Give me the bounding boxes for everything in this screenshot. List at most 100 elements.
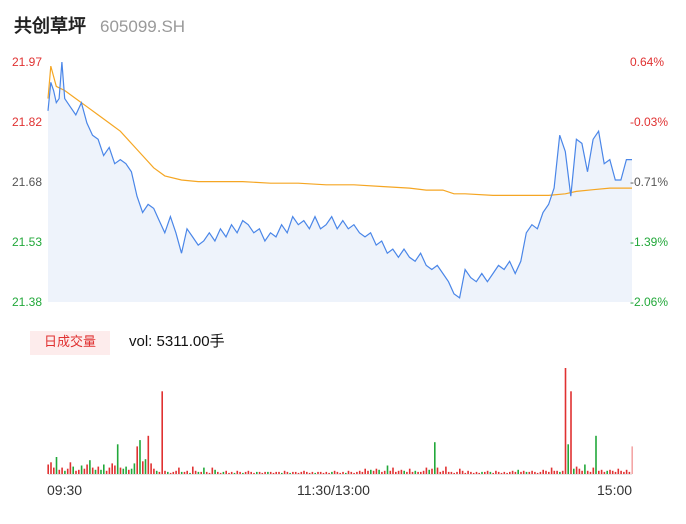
- volume-bar: [103, 464, 105, 474]
- volume-bar: [64, 470, 66, 474]
- volume-bar: [522, 470, 525, 474]
- volume-bar: [297, 472, 300, 474]
- volume-readout: vol: 5311.00手: [129, 333, 225, 350]
- volume-bar: [484, 471, 486, 474]
- stock-name: 共创草坪: [14, 16, 86, 37]
- volume-bar: [47, 464, 49, 474]
- volume-bar: [406, 471, 408, 474]
- volume-bar: [600, 469, 603, 474]
- volume-bar: [609, 469, 611, 474]
- volume-bar: [589, 471, 592, 474]
- volume-bar: [58, 469, 61, 474]
- volume-bar: [472, 472, 475, 474]
- volume-bar: [428, 469, 430, 474]
- volume-bar: [242, 472, 244, 474]
- volume-bar: [561, 470, 564, 474]
- volume-bar: [495, 470, 497, 474]
- volume-bar: [353, 472, 355, 474]
- volume-bar: [614, 471, 617, 474]
- volume-bar: [411, 471, 414, 474]
- volume-bar: [564, 368, 567, 474]
- volume-bar: [520, 471, 522, 474]
- volume-bar: [445, 466, 447, 474]
- volume-bar: [61, 467, 63, 474]
- volume-bar: [75, 470, 77, 474]
- volume-bar: [72, 466, 74, 474]
- volume-bar: [361, 471, 364, 474]
- volume-bar: [556, 470, 558, 474]
- volume-bar: [400, 469, 403, 474]
- volume-bar: [322, 472, 325, 474]
- volume-bar: [503, 471, 506, 474]
- volume-bar: [333, 470, 336, 474]
- volume-bar: [180, 471, 183, 474]
- volume-bar: [300, 471, 303, 474]
- y-left-tick-3: 21.68: [12, 175, 43, 189]
- volume-bar: [119, 467, 122, 474]
- volume-bar: [331, 471, 333, 474]
- volume-bar: [431, 468, 433, 474]
- volume-bar: [548, 471, 550, 474]
- volume-bar: [595, 435, 597, 474]
- volume-bar: [464, 472, 467, 474]
- volume-bar: [244, 471, 247, 474]
- volume-bar: [553, 470, 556, 474]
- y-left-tick-1: 21.97: [12, 55, 43, 69]
- y-left-tick-2: 21.82: [12, 115, 43, 129]
- volume-bar: [497, 471, 500, 474]
- volume-bar: [434, 442, 436, 474]
- volume-bar: [294, 471, 297, 474]
- volume-bar: [125, 466, 127, 474]
- volume-bar: [578, 468, 581, 474]
- volume-bar: [161, 391, 163, 474]
- volume-bar: [342, 471, 344, 474]
- volume-bar: [142, 461, 144, 474]
- volume-bar: [383, 470, 386, 474]
- volume-bar: [436, 467, 439, 474]
- volume-bar: [525, 471, 528, 474]
- y-right-tick-1: 0.64%: [630, 55, 665, 69]
- volume-bar: [208, 472, 211, 474]
- volume-bar: [478, 472, 480, 474]
- volume-bar: [461, 470, 464, 474]
- volume-bar: [128, 469, 130, 474]
- volume-bar: [116, 444, 119, 474]
- volume-bar: [347, 470, 350, 474]
- volume-bar: [467, 470, 469, 474]
- volume-bar: [378, 469, 380, 474]
- volume-bar: [267, 471, 269, 474]
- y-left-tick-4: 21.53: [12, 235, 43, 249]
- volume-bar: [153, 468, 155, 474]
- volume-bar: [606, 470, 608, 474]
- volume-bar: [422, 470, 425, 474]
- volume-bar: [178, 467, 180, 474]
- volume-bar: [205, 471, 208, 474]
- volume-bar: [631, 446, 633, 474]
- volume-bars: [47, 368, 633, 475]
- volume-bar: [158, 471, 161, 474]
- volume-bar: [256, 471, 258, 474]
- volume-bar: [319, 471, 322, 474]
- volume-bar: [336, 471, 339, 474]
- stock-code: 605099.SH: [100, 17, 186, 36]
- volume-bar: [325, 471, 328, 474]
- volume-bar: [425, 467, 428, 474]
- volume-bar: [550, 467, 553, 474]
- volume-bar: [89, 460, 91, 474]
- volume-bar: [189, 472, 191, 474]
- volume-bar: [364, 468, 366, 474]
- volume-bar: [542, 469, 544, 474]
- volume-bar: [303, 470, 305, 474]
- volume-bar: [372, 470, 375, 474]
- volume-bar: [397, 470, 400, 474]
- volume-bar: [439, 471, 442, 474]
- volume-bar: [317, 471, 319, 474]
- volume-bar: [386, 465, 389, 474]
- volume-bar: [453, 472, 455, 474]
- volume-bar: [308, 472, 311, 474]
- volume-bar: [545, 470, 547, 474]
- volume-bar: [222, 471, 225, 474]
- volume-bar: [570, 391, 572, 474]
- volume-bar: [528, 471, 531, 474]
- volume-bar: [370, 469, 372, 474]
